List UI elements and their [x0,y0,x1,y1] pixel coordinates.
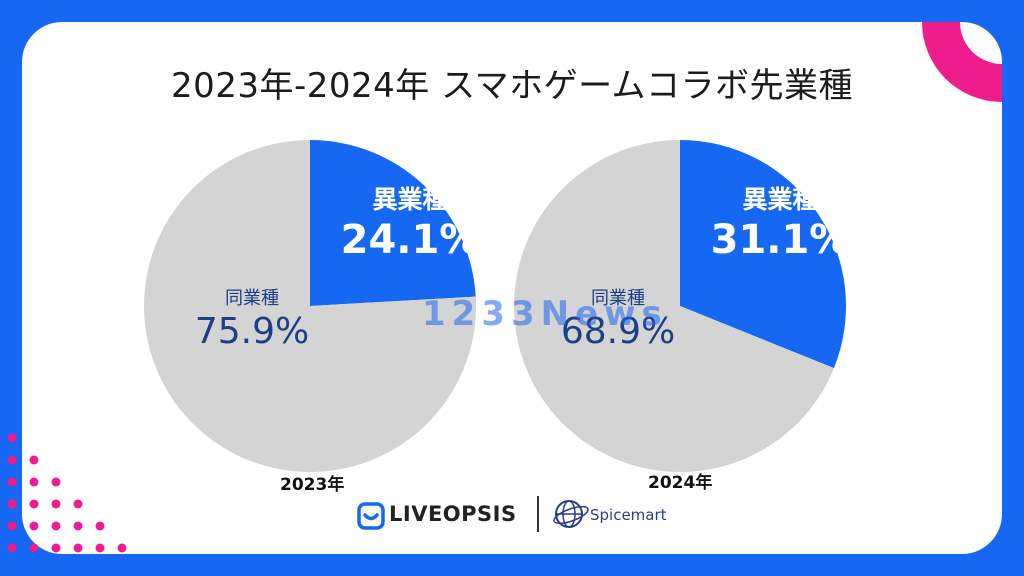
spicemart-globe-icon [553,500,589,528]
slide-card: 2023年-2024年 スマホゲームコラボ先業種 異業種 24.1% 同業種 7… [22,22,1002,554]
pie-2023-same-industry-slice [143,140,476,472]
pie-2024-same-value: 68.9% [560,311,676,352]
pink-dot [73,521,83,531]
pink-dot [95,521,105,531]
page-title: 2023年-2024年 スマホゲームコラボ先業種 [170,66,854,106]
pink-dot [29,543,39,553]
pie-2023-year-label: 2023年 [280,475,345,495]
pink-dot [73,499,83,509]
pie-2024-other-industry-slice [680,140,846,369]
pink-ring-decoration-hole [960,22,1002,64]
pink-dot [73,543,83,553]
pink-dot [95,543,105,553]
pie-2023-other-label: 異業種 [372,185,448,214]
pink-dot [29,521,39,531]
pie-2024-other-label-block: 異業種 31.1% [690,180,870,264]
pie-2024-same-label: 同業種 [591,288,645,309]
pie-chart-2024 [514,140,846,472]
pink-dot [51,477,61,487]
pink-dot [7,543,17,553]
watermark: 1233News [422,294,668,334]
pink-dot [7,433,17,443]
pie-2023-same-label-block: 同業種 75.9% [172,284,332,354]
pink-dot [7,499,17,509]
spicemart-logo-text: Spicemart [590,506,667,524]
pie-2024-year-label: 2024年 [648,473,713,493]
pink-dot [51,521,61,531]
logo-divider [537,496,539,532]
pie-2024-same-label-block: 同業種 68.9% [538,284,698,354]
pink-dot [51,499,61,509]
pink-dot [29,499,39,509]
pie-2024-other-label: 異業種 [742,185,818,214]
pie-2024-other-value: 31.1% [710,217,850,263]
pink-dot [51,543,61,553]
pie-2023-same-value: 75.9% [194,311,310,352]
pie-2023-same-label: 同業種 [225,288,279,309]
pie-2024-same-industry-slice [514,140,834,472]
pink-dot [29,477,39,487]
liveopsis-logo-text: LIVEOPSIS [389,502,517,526]
pink-dot-pattern [7,433,127,553]
pie-2023-other-value: 24.1% [340,217,480,263]
pink-dot [29,455,39,465]
pink-dot [7,455,17,465]
pie-2023-other-label-block: 異業種 24.1% [320,180,500,264]
pink-dot [7,521,17,531]
pink-dot [117,543,127,553]
pink-dot [7,477,17,487]
pie-2023-other-industry-slice [310,140,476,306]
pie-charts [143,22,1002,472]
pie-chart-2023 [143,140,476,472]
liveopsis-logo-icon [357,502,385,530]
